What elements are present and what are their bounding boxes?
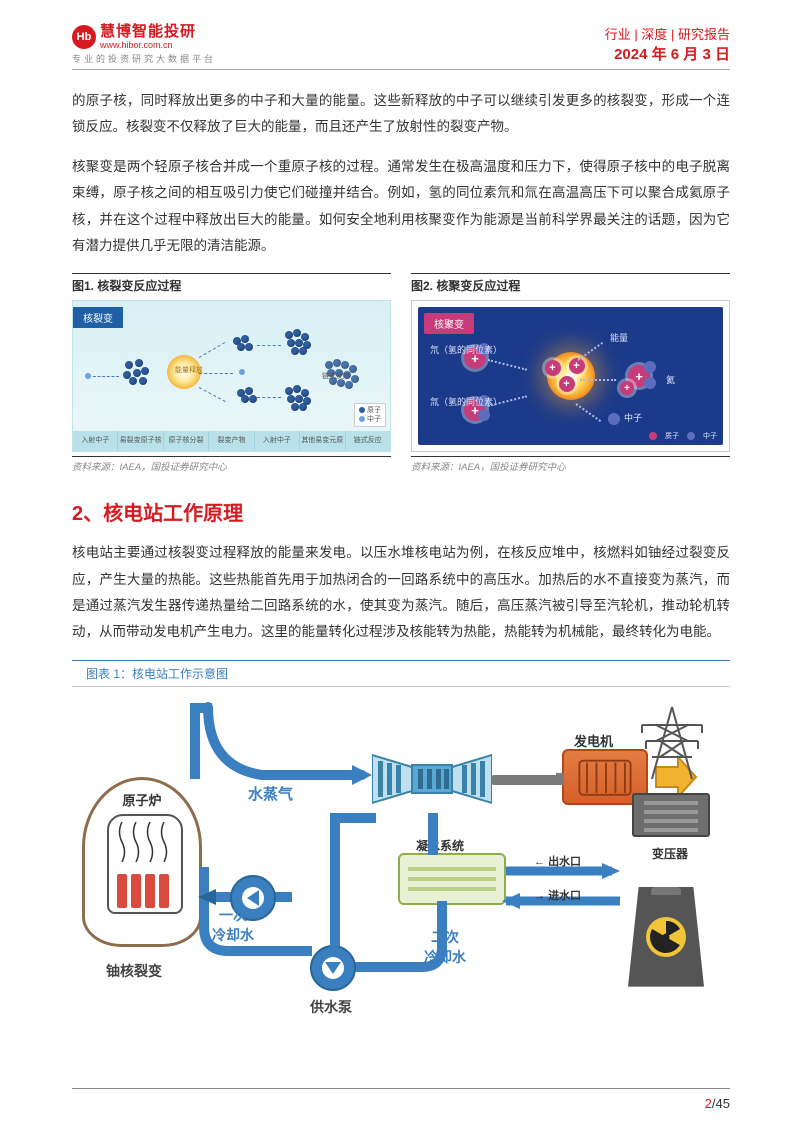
brand-block: Hb 慧博智能投研 www.hibor.com.cn 专业的投资研究大数据平台 (72, 24, 216, 65)
fission-diagram: 核裂变 能量释放 (72, 300, 391, 452)
fission-figure: 图1. 核裂变反应过程 核裂变 能量释放 (72, 273, 391, 473)
pylon-icon (632, 701, 712, 781)
doc-category: 行业 | 深度 | 研究报告 (605, 24, 730, 43)
body-paragraph-1: 的原子核，同时释放出更多的中子和大量的能量。这些新释放的中子可以继续引发更多的核… (72, 88, 730, 141)
reactor-icon: 原子炉 (82, 777, 202, 947)
brand-logo-icon: Hb (72, 25, 96, 49)
fusion-source: 资料来源：IAEA，国投证券研究中心 (411, 456, 730, 473)
outlet-label: ← 出水口 (534, 853, 581, 869)
fission-title: 图1. 核裂变反应过程 (72, 273, 391, 296)
figure-row: 图1. 核裂变反应过程 核裂变 能量释放 (72, 273, 730, 473)
fusion-diagram: 核聚变 + + + + 氘（氢的同位素） + 氚（氢的同位素） (418, 307, 723, 445)
steam-pipe-icon (202, 697, 382, 787)
transformer-icon (632, 793, 710, 837)
body-paragraph-3: 核电站主要通过核裂变过程释放的能量来发电。以压水堆核电站为例，在核反应堆中，核燃… (72, 540, 730, 645)
condenser-label: 凝水系统 (416, 837, 464, 854)
body-paragraph-2: 核聚变是两个轻原子核合并成一个重原子核的过程。通常发生在极高温度和压力下，使得原… (72, 154, 730, 259)
header-right: 行业 | 深度 | 研究报告 2024 年 6 月 3 日 (605, 24, 730, 64)
steam-label: 水蒸气 (248, 783, 293, 804)
turbine-icon (372, 743, 492, 815)
section-heading: 2、核电站工作原理 (72, 497, 730, 526)
schematic-caption: 图表 1：核电站工作示意图 (72, 660, 730, 687)
footer-rule (72, 1088, 730, 1089)
secondary-label: 二次 冷却水 (424, 927, 466, 967)
fusion-title: 图2. 核聚变反应过程 (411, 273, 730, 296)
transformer-label: 变压器 (652, 845, 688, 862)
generator-label: 发电机 (574, 731, 613, 750)
brand-url: www.hibor.com.cn (100, 41, 196, 50)
page-number: 2/45 (705, 1096, 730, 1111)
primary-label: 一次 冷却水 (212, 905, 254, 945)
fusion-tab-label: 核聚变 (424, 313, 474, 334)
fission-legend: 原子 中子 (354, 403, 386, 427)
fusion-sun-icon: + + + (547, 352, 595, 400)
brand-name: 慧博智能投研 (100, 24, 196, 41)
fission-source: 资料来源：IAEA，国投证券研究中心 (72, 456, 391, 473)
fission-bottom-band: 入射中子 易裂变原子核 原子核分裂 裂变产物 入射中子 其他易变元原子核 链式反… (73, 431, 390, 451)
fusion-legend: 质子 中子 (649, 431, 717, 441)
fission-label: 铀核裂变 (106, 961, 162, 981)
power-plant-schematic: 原子炉 铀核裂变 水蒸气 (72, 697, 730, 1027)
feed-pump-label: 供水泵 (310, 997, 352, 1017)
inlet-label: → 进水口 (534, 887, 581, 903)
doc-date: 2024 年 6 月 3 日 (605, 43, 730, 64)
brand-slogan: 专业的投资研究大数据平台 (72, 52, 216, 65)
page-header: Hb 慧博智能投研 www.hibor.com.cn 专业的投资研究大数据平台 … (72, 24, 730, 70)
cooling-tower-icon (628, 887, 704, 987)
fusion-figure: 图2. 核聚变反应过程 核聚变 + + + + 氘（氢的同位素） + (411, 273, 730, 473)
fission-tab-label: 核裂变 (73, 307, 123, 328)
